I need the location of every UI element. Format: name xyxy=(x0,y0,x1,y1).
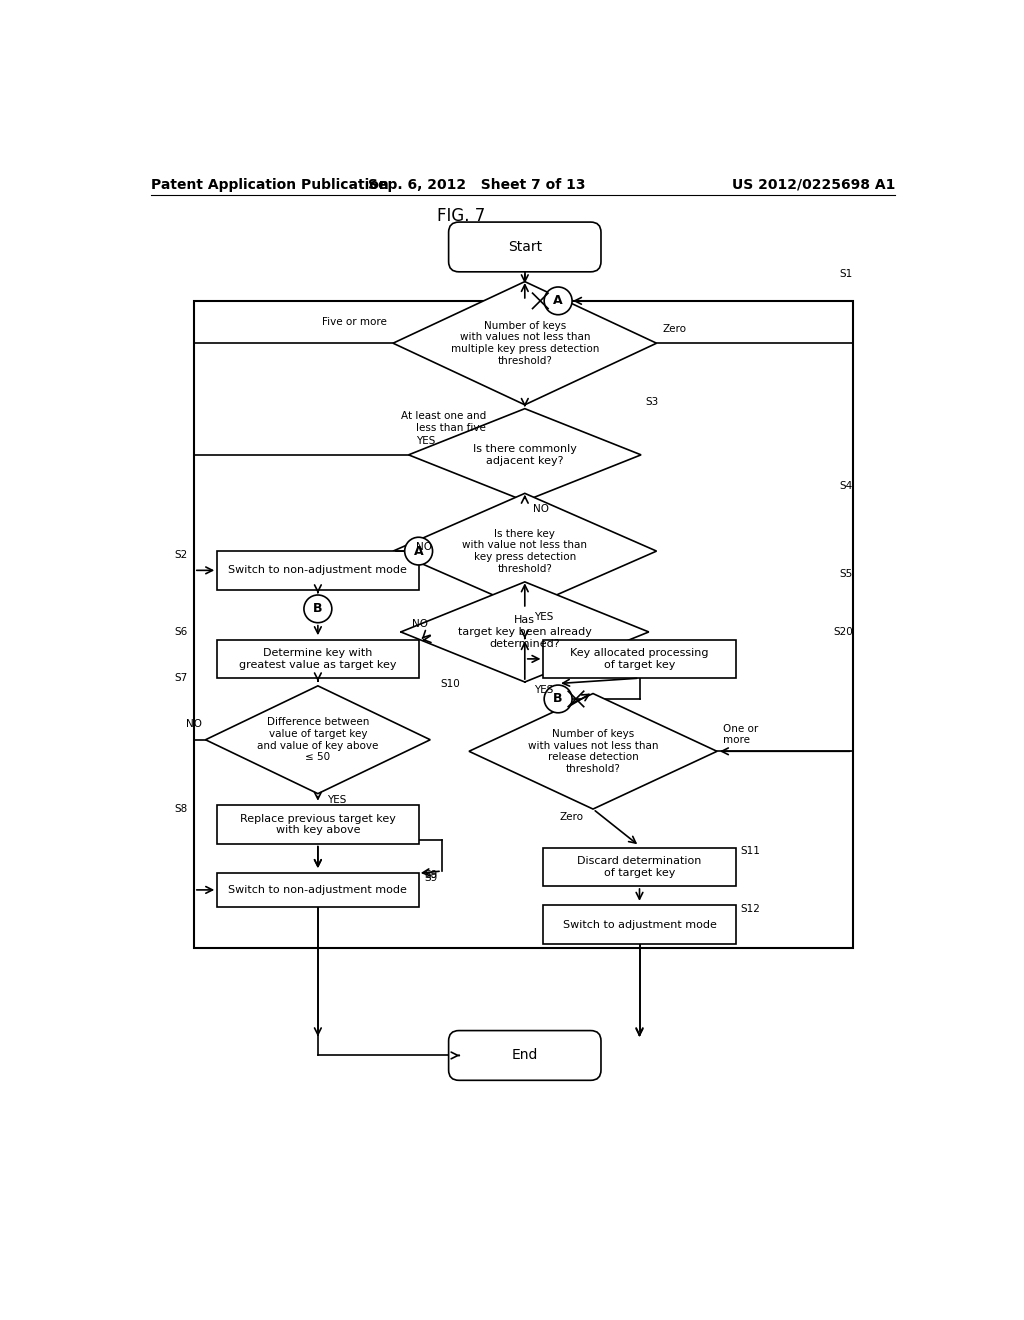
Text: Zero: Zero xyxy=(560,812,584,822)
Polygon shape xyxy=(400,582,649,682)
Bar xyxy=(217,805,419,843)
Text: End: End xyxy=(512,1048,538,1063)
Text: A: A xyxy=(553,294,563,308)
Text: NO: NO xyxy=(532,504,549,513)
Text: Number of keys
with values not less than
multiple key press detection
threshold?: Number of keys with values not less than… xyxy=(451,321,599,366)
Polygon shape xyxy=(409,409,641,502)
Text: S9: S9 xyxy=(425,870,438,879)
Text: S1: S1 xyxy=(840,269,853,279)
Bar xyxy=(217,640,419,678)
Text: Sep. 6, 2012   Sheet 7 of 13: Sep. 6, 2012 Sheet 7 of 13 xyxy=(368,178,586,191)
Text: Determine key with
greatest value as target key: Determine key with greatest value as tar… xyxy=(240,648,396,669)
Text: Switch to non-adjustment mode: Switch to non-adjustment mode xyxy=(228,565,408,576)
Text: YES: YES xyxy=(328,795,346,805)
Text: Discard determination
of target key: Discard determination of target key xyxy=(578,855,701,878)
Text: At least one and
less than five: At least one and less than five xyxy=(400,411,486,433)
Text: Number of keys
with values not less than
release detection
threshold?: Number of keys with values not less than… xyxy=(527,729,658,774)
Text: Switch to adjustment mode: Switch to adjustment mode xyxy=(562,920,717,929)
Polygon shape xyxy=(393,494,656,609)
Text: Replace previous target key
with key above: Replace previous target key with key abo… xyxy=(240,813,396,836)
Text: S5: S5 xyxy=(840,569,853,579)
Text: FIG. 7: FIG. 7 xyxy=(437,207,485,226)
Text: S12: S12 xyxy=(740,904,760,915)
Text: Is there key
with value not less than
key press detection
threshold?: Is there key with value not less than ke… xyxy=(462,529,588,573)
Bar xyxy=(543,640,736,678)
Text: Has
target key been already
determined?: Has target key been already determined? xyxy=(458,615,592,648)
Text: NO: NO xyxy=(412,619,428,630)
Text: S9: S9 xyxy=(425,874,438,883)
Bar xyxy=(543,906,736,944)
Text: S11: S11 xyxy=(740,846,760,857)
Circle shape xyxy=(304,595,332,623)
Text: S8: S8 xyxy=(174,804,187,814)
Text: Zero: Zero xyxy=(663,325,687,334)
Bar xyxy=(217,873,419,907)
Bar xyxy=(194,301,853,948)
Text: Switch to non-adjustment mode: Switch to non-adjustment mode xyxy=(228,884,408,895)
Text: One or
more: One or more xyxy=(723,723,759,746)
Bar xyxy=(217,552,419,590)
Text: S20: S20 xyxy=(833,627,853,638)
Text: S10: S10 xyxy=(440,680,460,689)
Text: B: B xyxy=(313,602,323,615)
Text: Is there commonly
adjacent key?: Is there commonly adjacent key? xyxy=(473,444,577,466)
Text: Five or more: Five or more xyxy=(322,317,387,326)
Polygon shape xyxy=(469,693,717,809)
Text: S3: S3 xyxy=(645,397,658,408)
Text: S7: S7 xyxy=(174,673,187,684)
Text: Patent Application Publication: Patent Application Publication xyxy=(152,178,389,191)
Text: S4: S4 xyxy=(840,480,853,491)
Circle shape xyxy=(544,685,572,713)
FancyBboxPatch shape xyxy=(449,222,601,272)
Text: YES: YES xyxy=(535,685,554,694)
Text: NO: NO xyxy=(185,719,202,730)
Text: A: A xyxy=(414,545,424,557)
Text: Key allocated processing
of target key: Key allocated processing of target key xyxy=(570,648,709,669)
Text: YES: YES xyxy=(417,436,435,446)
FancyBboxPatch shape xyxy=(449,1031,601,1080)
Text: Start: Start xyxy=(508,240,542,253)
Text: B: B xyxy=(553,693,563,705)
Text: S6: S6 xyxy=(174,627,187,638)
Text: US 2012/0225698 A1: US 2012/0225698 A1 xyxy=(732,178,895,191)
Text: YES: YES xyxy=(535,611,554,622)
Polygon shape xyxy=(393,281,656,405)
Circle shape xyxy=(404,537,432,565)
Circle shape xyxy=(544,286,572,314)
Bar xyxy=(543,847,736,886)
Text: S2: S2 xyxy=(174,550,187,560)
Text: NO: NO xyxy=(416,543,432,552)
Polygon shape xyxy=(206,686,430,793)
Text: Difference between
value of target key
and value of key above
≤ 50: Difference between value of target key a… xyxy=(257,717,379,762)
